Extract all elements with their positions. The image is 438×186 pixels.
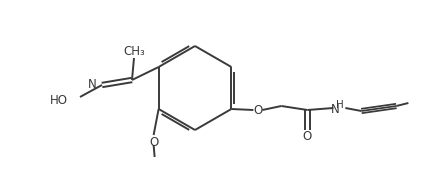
Text: O: O <box>254 103 263 116</box>
Text: HO: HO <box>50 94 68 107</box>
Text: O: O <box>303 131 312 144</box>
Text: O: O <box>149 135 158 148</box>
Text: N: N <box>331 102 340 116</box>
Text: H: H <box>336 100 344 110</box>
Text: N: N <box>88 78 97 91</box>
Text: CH₃: CH₃ <box>123 44 145 57</box>
